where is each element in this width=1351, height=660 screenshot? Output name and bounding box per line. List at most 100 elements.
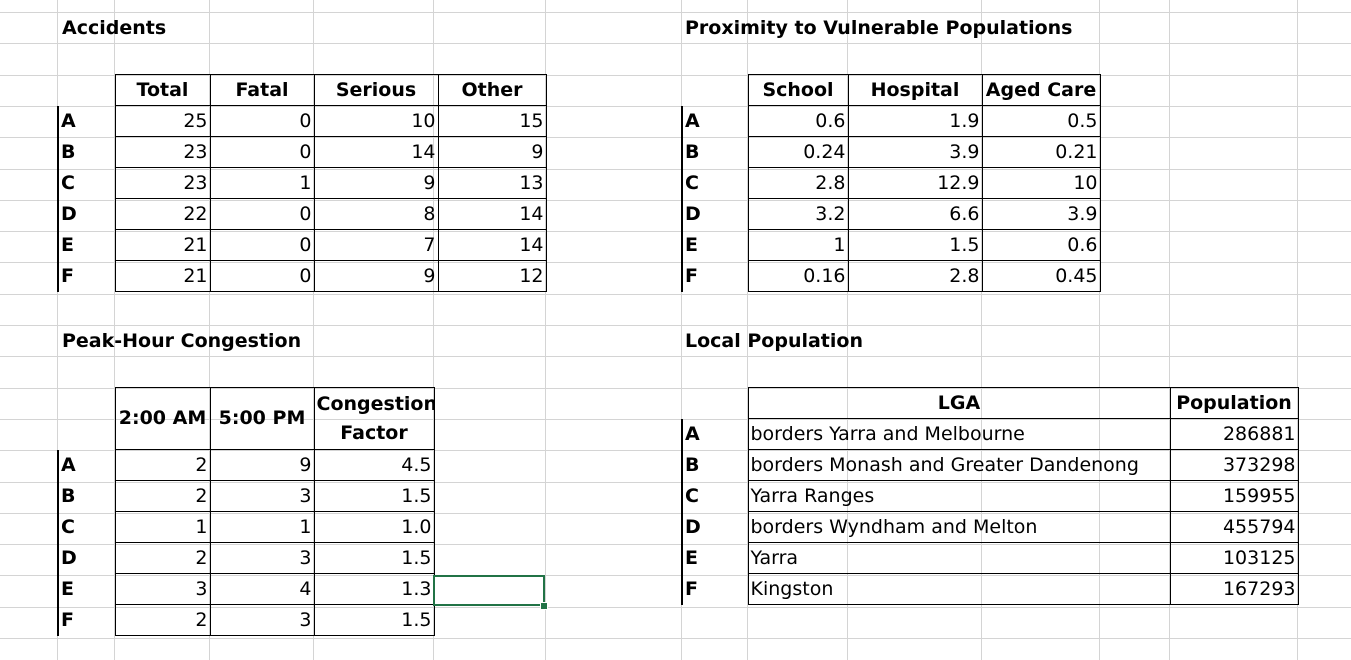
data-cell[interactable]: 2 xyxy=(114,604,211,636)
data-cell[interactable]: 0.6 xyxy=(747,105,849,137)
row-label[interactable]: F xyxy=(681,573,748,605)
row-label[interactable]: A xyxy=(681,105,748,137)
row-label[interactable]: A xyxy=(57,449,115,481)
row-label[interactable]: D xyxy=(57,542,115,574)
data-cell[interactable]: 1.5 xyxy=(313,480,435,512)
active-cell-selection[interactable] xyxy=(433,575,545,606)
data-cell[interactable]: 22 xyxy=(114,198,211,230)
data-cell[interactable]: 1 xyxy=(209,511,315,543)
data-cell[interactable]: 4 xyxy=(209,573,315,605)
data-cell[interactable]: 13 xyxy=(437,167,547,199)
data-cell[interactable]: 2 xyxy=(114,449,211,481)
header-cell[interactable]: Fatal xyxy=(209,74,315,106)
data-cell[interactable]: 0.21 xyxy=(981,136,1101,168)
data-cell[interactable]: 23 xyxy=(114,167,211,199)
header-cell[interactable]: 2:00 AM xyxy=(114,387,211,450)
data-cell[interactable]: 0 xyxy=(209,260,315,292)
row-label[interactable]: B xyxy=(681,136,748,168)
header-cell[interactable]: Total xyxy=(114,74,211,106)
data-cell[interactable]: 0 xyxy=(209,136,315,168)
data-cell[interactable]: 12 xyxy=(437,260,547,292)
data-cell[interactable]: 0.16 xyxy=(747,260,849,292)
population-cell[interactable]: 286881 xyxy=(1169,418,1299,450)
row-label[interactable]: A xyxy=(57,105,115,137)
row-label[interactable]: B xyxy=(57,480,115,512)
data-cell[interactable]: 1 xyxy=(114,511,211,543)
population-cell[interactable]: 103125 xyxy=(1169,542,1299,574)
data-cell[interactable]: 9 xyxy=(313,260,439,292)
lga-cell[interactable]: borders Yarra and Melbourne xyxy=(747,418,1171,450)
data-cell[interactable]: 3 xyxy=(209,480,315,512)
data-cell[interactable]: 1.9 xyxy=(847,105,983,137)
row-label[interactable]: E xyxy=(681,229,748,261)
row-label[interactable]: A xyxy=(681,418,748,450)
row-label[interactable]: B xyxy=(681,449,748,481)
lga-cell[interactable]: Yarra Ranges xyxy=(747,480,1171,512)
data-cell[interactable]: 3.9 xyxy=(981,198,1101,230)
row-label[interactable]: B xyxy=(57,136,115,168)
population-cell[interactable]: 167293 xyxy=(1169,573,1299,605)
header-cell[interactable]: Hospital xyxy=(847,74,983,106)
data-cell[interactable]: 0.24 xyxy=(747,136,849,168)
data-cell[interactable]: 14 xyxy=(313,136,439,168)
data-cell[interactable]: 9 xyxy=(437,136,547,168)
data-cell[interactable]: 0 xyxy=(209,229,315,261)
data-cell[interactable]: 1.5 xyxy=(847,229,983,261)
header-cell[interactable]: School xyxy=(747,74,849,106)
data-cell[interactable]: 21 xyxy=(114,260,211,292)
row-label[interactable]: F xyxy=(57,604,115,636)
data-cell[interactable]: 3 xyxy=(209,542,315,574)
row-label[interactable]: C xyxy=(57,167,115,199)
data-cell[interactable]: 23 xyxy=(114,136,211,168)
data-cell[interactable]: 12.9 xyxy=(847,167,983,199)
lga-cell[interactable]: Kingston xyxy=(747,573,1171,605)
data-cell[interactable]: 21 xyxy=(114,229,211,261)
lga-cell[interactable]: borders Wyndham and Melton xyxy=(747,511,1171,543)
row-label[interactable]: F xyxy=(57,260,115,292)
header-cell[interactable]: Other xyxy=(437,74,547,106)
data-cell[interactable]: 6.6 xyxy=(847,198,983,230)
header-cell[interactable]: Population xyxy=(1169,387,1299,419)
row-label[interactable]: E xyxy=(57,229,115,261)
data-cell[interactable]: 9 xyxy=(313,167,439,199)
header-cell[interactable]: 5:00 PM xyxy=(209,387,315,450)
data-cell[interactable]: 8 xyxy=(313,198,439,230)
row-label[interactable]: D xyxy=(57,198,115,230)
header-cell[interactable]: Serious xyxy=(313,74,439,106)
row-label[interactable]: C xyxy=(681,167,748,199)
data-cell[interactable]: 0.45 xyxy=(981,260,1101,292)
data-cell[interactable]: 3 xyxy=(209,604,315,636)
data-cell[interactable]: 10 xyxy=(313,105,439,137)
lga-cell[interactable]: Yarra xyxy=(747,542,1171,574)
data-cell[interactable]: 10 xyxy=(981,167,1101,199)
data-cell[interactable]: 2.8 xyxy=(847,260,983,292)
data-cell[interactable]: 1.5 xyxy=(313,542,435,574)
row-label[interactable]: E xyxy=(681,542,748,574)
header-cell-congestion-factor[interactable]: Congestion Factor xyxy=(313,387,435,450)
header-cell[interactable]: Aged Care xyxy=(981,74,1101,106)
data-cell[interactable]: 0.6 xyxy=(981,229,1101,261)
data-cell[interactable]: 9 xyxy=(209,449,315,481)
row-label[interactable]: C xyxy=(681,480,748,512)
data-cell[interactable]: 1.0 xyxy=(313,511,435,543)
data-cell[interactable]: 25 xyxy=(114,105,211,137)
data-cell[interactable]: 15 xyxy=(437,105,547,137)
row-label[interactable]: C xyxy=(57,511,115,543)
population-cell[interactable]: 373298 xyxy=(1169,449,1299,481)
fill-handle[interactable] xyxy=(540,602,548,610)
data-cell[interactable]: 2 xyxy=(114,480,211,512)
data-cell[interactable]: 7 xyxy=(313,229,439,261)
data-cell[interactable]: 14 xyxy=(437,229,547,261)
data-cell[interactable]: 1.5 xyxy=(313,604,435,636)
row-label[interactable]: E xyxy=(57,573,115,605)
data-cell[interactable]: 4.5 xyxy=(313,449,435,481)
data-cell[interactable]: 0.5 xyxy=(981,105,1101,137)
data-cell[interactable]: 1 xyxy=(209,167,315,199)
population-cell[interactable]: 159955 xyxy=(1169,480,1299,512)
data-cell[interactable]: 3 xyxy=(114,573,211,605)
data-cell[interactable]: 2.8 xyxy=(747,167,849,199)
population-cell[interactable]: 455794 xyxy=(1169,511,1299,543)
row-label[interactable]: F xyxy=(681,260,748,292)
data-cell[interactable]: 3.2 xyxy=(747,198,849,230)
data-cell[interactable]: 3.9 xyxy=(847,136,983,168)
